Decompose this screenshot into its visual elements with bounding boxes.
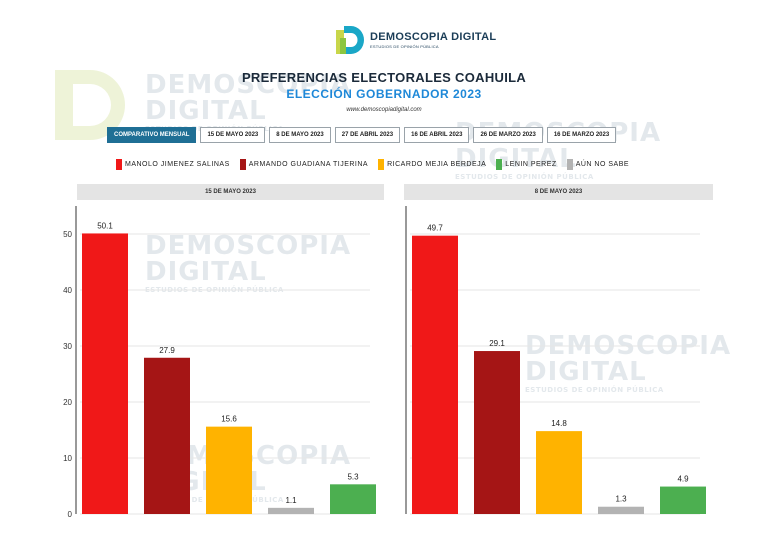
bar — [206, 426, 252, 514]
data-label: 50.1 — [97, 221, 113, 230]
data-label: 29.1 — [489, 339, 505, 348]
legend-item: RICARDO MEJIA BERDEJA — [378, 159, 486, 170]
bar — [412, 235, 458, 514]
legend-label: RICARDO MEJIA BERDEJA — [387, 161, 487, 168]
data-label: 15.6 — [221, 415, 237, 424]
legend-label: ARMANDO GUADIANA TIJERINA — [248, 161, 369, 168]
watermark-line3: ESTUDIOS DE OPINIÓN PÚBLICA — [455, 173, 594, 181]
legend-label: MANOLO JIMENEZ SALINAS — [125, 161, 230, 168]
legend-item: ARMANDO GUADIANA TIJERINA — [239, 159, 369, 170]
bar — [660, 486, 706, 514]
data-label: 49.7 — [427, 224, 443, 233]
tab-0[interactable]: COMPARATIVO MENSUAL — [107, 127, 197, 143]
y-tick-label: 0 — [68, 510, 73, 519]
logo-mark-icon — [334, 24, 366, 56]
legend-swatch — [116, 159, 122, 170]
tab-6[interactable]: 16 DE MARZO 2023 — [546, 127, 617, 143]
brand-tagline: ESTUDIOS DE OPINIÓN PÚBLICA — [370, 43, 439, 49]
bar — [598, 506, 644, 514]
legend-swatch — [566, 159, 573, 170]
tab-1[interactable]: 15 DE MAYO 2023 — [200, 127, 266, 143]
date-tabs: COMPARATIVO MENSUAL 15 DE MAYO 2023 8 DE M… — [107, 127, 617, 143]
tab-4[interactable]: 16 DE ABRIL 2023 — [404, 127, 470, 143]
tab-2[interactable]: 8 DE MAYO 2023 — [269, 127, 331, 143]
data-label: 1.1 — [285, 496, 297, 505]
legend-item: LENIN PEREZ — [496, 159, 556, 170]
chart-2-header: 8 DE MAYO 2023 — [404, 184, 713, 200]
brand-logo: DEMOSCOPIA DIGITAL ESTUDIOS DE OPINIÓN P… — [334, 24, 496, 56]
data-label: 5.3 — [347, 472, 359, 481]
bar — [474, 351, 520, 514]
y-tick-label: 40 — [63, 286, 72, 295]
chart-1-header: 15 DE MAYO 2023 — [77, 184, 384, 200]
bar — [268, 507, 314, 514]
chart-legend: MANOLO JIMENEZ SALINAS ARMANDO GUADIANA T… — [116, 159, 629, 170]
legend-item: AÚN NO SABE — [566, 159, 630, 170]
y-tick-label: 20 — [63, 398, 72, 407]
bar — [82, 233, 128, 514]
chart-2: 49.7 29.1 14.8 1.3 4.9 — [405, 206, 706, 515]
data-label: 4.9 — [677, 475, 689, 484]
data-label: 1.3 — [615, 495, 627, 504]
tab-5[interactable]: 26 DE MARZO 2023 — [473, 127, 543, 143]
bar — [330, 484, 376, 514]
data-label: 14.8 — [551, 419, 567, 428]
legend-label: LENIN PEREZ — [505, 161, 557, 168]
legend-swatch — [378, 159, 385, 170]
legend-swatch — [239, 159, 246, 170]
legend-swatch — [496, 159, 503, 170]
site-url: www.demoscopiadigital.com — [346, 107, 422, 113]
legend-item: MANOLO JIMENEZ SALINAS — [116, 159, 230, 170]
brand-name: DEMOSCOPIA DIGITAL — [370, 30, 497, 43]
y-tick-label: 30 — [63, 342, 72, 351]
y-tick-label: 10 — [63, 454, 72, 463]
bar — [144, 357, 190, 514]
legend-label: AÚN NO SABE — [575, 161, 630, 168]
tab-3[interactable]: 27 DE ABRIL 2023 — [334, 127, 401, 143]
logo-text: DEMOSCOPIA DIGITAL ESTUDIOS DE OPINIÓN P… — [370, 30, 497, 49]
chart-1: 0 10 20 30 40 50 50.1 27.9 15.6 1.1 5.3 — [63, 206, 376, 519]
page-subtitle: ELECCIÓN GOBERNADOR 2023 — [286, 87, 482, 101]
bar — [536, 431, 582, 514]
page-title: PREFERENCIAS ELECTORALES COAHUILA — [241, 70, 527, 85]
y-tick-label: 50 — [63, 230, 72, 239]
data-label: 27.9 — [159, 346, 175, 355]
